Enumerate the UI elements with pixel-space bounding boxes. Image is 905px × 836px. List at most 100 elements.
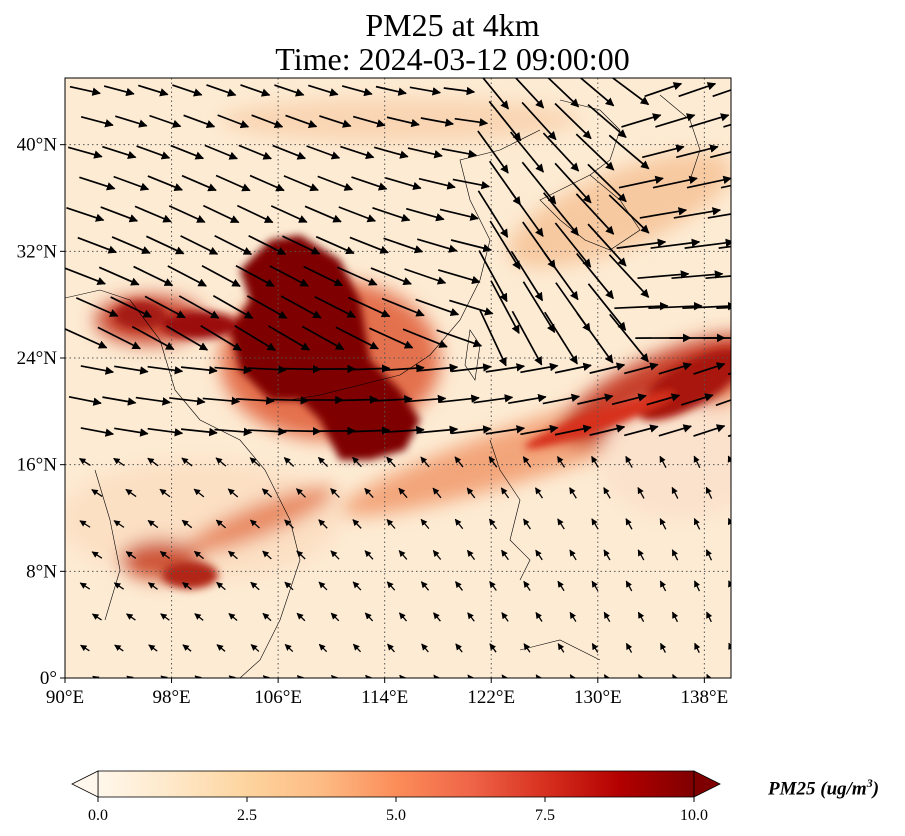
wind-arrow [136,145,171,160]
wind-arrow [523,643,531,653]
wind-arrow [454,456,464,468]
wind-arrow [624,362,659,375]
colorbar-max-extend [693,770,721,798]
wind-arrow [655,113,696,128]
wind-arrow [611,393,647,406]
wind-arrow [693,580,701,592]
wind-arrow [693,362,726,375]
wind-arrow [80,115,114,128]
wind-arrow [181,457,193,467]
wind-arrow [589,362,626,374]
wind-arrow [454,117,489,127]
wind-arrow [441,147,478,158]
wind-arrow [490,280,520,334]
colorbar-tick-label: 10.0 [680,807,708,824]
x-tick-label: 90°E [46,687,84,708]
wind-arrow [543,251,579,301]
wind-arrow [399,674,407,678]
wind-arrow [693,455,701,469]
wind-arrow [247,427,287,436]
wind-arrow [180,427,218,437]
wind-arrow [650,238,701,249]
wind-arrow [618,175,664,189]
wind-arrow [405,207,445,222]
wind-arrow [694,642,701,653]
colorbar-label: PM25 (ug/m3) [768,776,879,800]
wind-arrow [689,113,730,128]
wind-arrow [315,235,355,255]
wind-arrow [521,101,557,141]
wind-arrow [238,144,272,160]
wind-arrow [160,675,168,678]
wind-arrow [591,642,599,653]
wind-arrow [365,674,372,678]
wind-arrow [452,178,490,190]
wind-arrow [138,84,169,97]
wind-arrow [269,396,310,405]
wind-arrow [672,673,679,678]
colorbar-label-superscript: 3 [866,776,873,790]
wind-arrow [348,364,391,373]
wind-arrow [352,643,362,653]
wind-arrow [569,611,577,622]
wind-arrow [314,296,356,318]
wind-arrow [348,296,391,318]
wind-arrow [240,84,271,97]
wind-arrow [349,236,389,254]
y-tick-label: 8°N [26,561,57,582]
wind-arrow [281,426,322,436]
wind-arrow [250,644,260,652]
wind-arrow [236,204,274,224]
wind-arrow [262,550,272,560]
x-tick-label: 106°E [254,687,302,708]
wind-arrow [352,456,362,468]
wind-arrow [638,674,645,678]
wind-arrow [248,235,287,255]
wind-arrow [554,362,592,374]
wind-arrow [543,192,579,236]
wind-arrow [386,116,420,128]
wind-arrow [306,145,341,160]
wind-arrow [466,549,476,561]
y-tick-label: 0° [40,668,57,689]
wind-arrow [398,550,408,560]
wind-arrow [384,177,422,191]
wind-arrow [500,487,510,499]
y-tick-label: 16°N [17,455,58,476]
wind-arrow [418,177,456,190]
wind-arrow [417,238,458,253]
wind-arrow [535,549,543,561]
wind-arrow [398,612,408,622]
wind-arrow [133,265,174,287]
wind-arrow [169,396,206,406]
wind-arrow [727,455,731,464]
wind-arrow [706,673,713,678]
wind-arrow [217,114,250,129]
wind-arrow [402,328,448,348]
wind-arrow [285,114,318,128]
wind-arrow [215,457,227,467]
wind-arrow [215,519,227,529]
wind-vectors [65,78,731,678]
wind-arrow [98,266,140,286]
wind-arrow [720,184,731,189]
wind-arrow [603,611,611,622]
wind-arrow [79,582,91,590]
wind-arrow [707,213,731,219]
wind-arrow [466,487,476,499]
wind-arrow [372,206,411,222]
wind-arrow [228,550,238,560]
wind-arrow [352,115,386,128]
colorbar [71,770,721,802]
wind-arrow [616,238,667,249]
wind-arrow [202,204,240,224]
wind-arrow [477,130,509,174]
wind-arrow [641,144,685,159]
wind-arrow [438,394,480,404]
wind-arrow [317,175,354,191]
wind-arrow [501,549,509,561]
wind-arrow [65,267,106,286]
wind-arrow [296,488,306,498]
wind-arrow [409,86,442,96]
wind-arrow [147,365,184,375]
